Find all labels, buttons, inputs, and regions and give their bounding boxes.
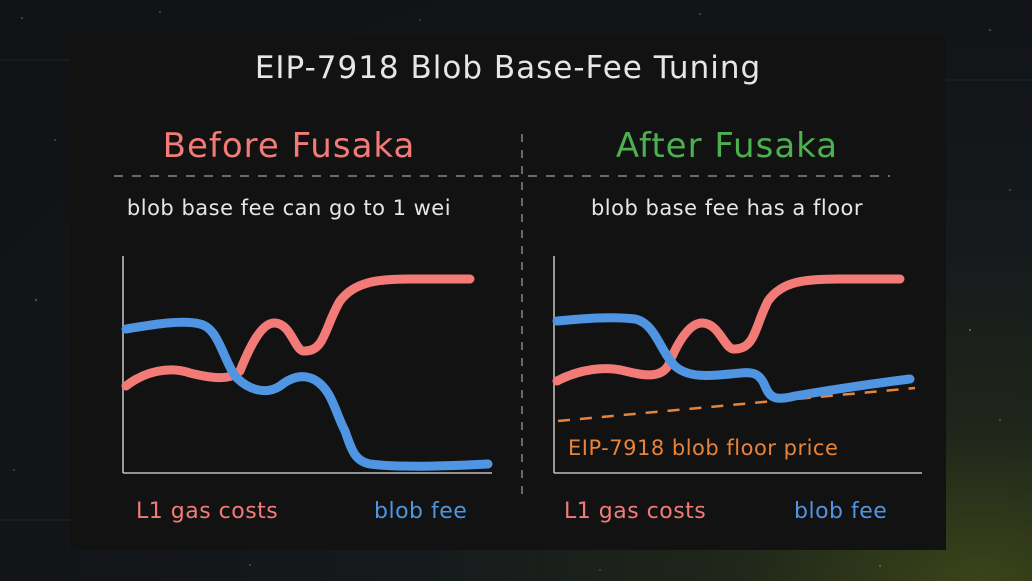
before-caption: blob base fee can go to 1 wei	[126, 196, 452, 220]
after-blob-fee-curve	[552, 313, 915, 403]
before-blob-fee-curve	[121, 317, 493, 471]
diagram-graphics	[114, 134, 922, 501]
after-legend-blob-fee: blob fee	[794, 499, 888, 524]
before-fusaka-heading: Before Fusaka	[162, 126, 416, 166]
after-caption: blob base fee has a floor	[590, 196, 864, 220]
before-l1-gas-curve	[121, 274, 475, 391]
after-fusaka-heading: After Fusaka	[615, 126, 839, 166]
after-legend-l1-gas: L1 gas costs	[564, 499, 707, 524]
before-legend-blob-fee: blob fee	[374, 499, 468, 524]
before-legend-l1-gas: L1 gas costs	[136, 499, 279, 524]
floor-price-line	[557, 386, 916, 423]
page-title: EIP-7918 Blob Base-Fee Tuning	[254, 50, 762, 86]
after-chart-axes	[553, 256, 922, 474]
floor-price-label: EIP-7918 blob floor price	[568, 436, 839, 460]
after-l1-gas-curve	[552, 274, 905, 386]
before-chart-axes	[122, 256, 492, 474]
diagram-card: EIP-7918 Blob Base-Fee Tuning Before Fus…	[70, 36, 946, 550]
